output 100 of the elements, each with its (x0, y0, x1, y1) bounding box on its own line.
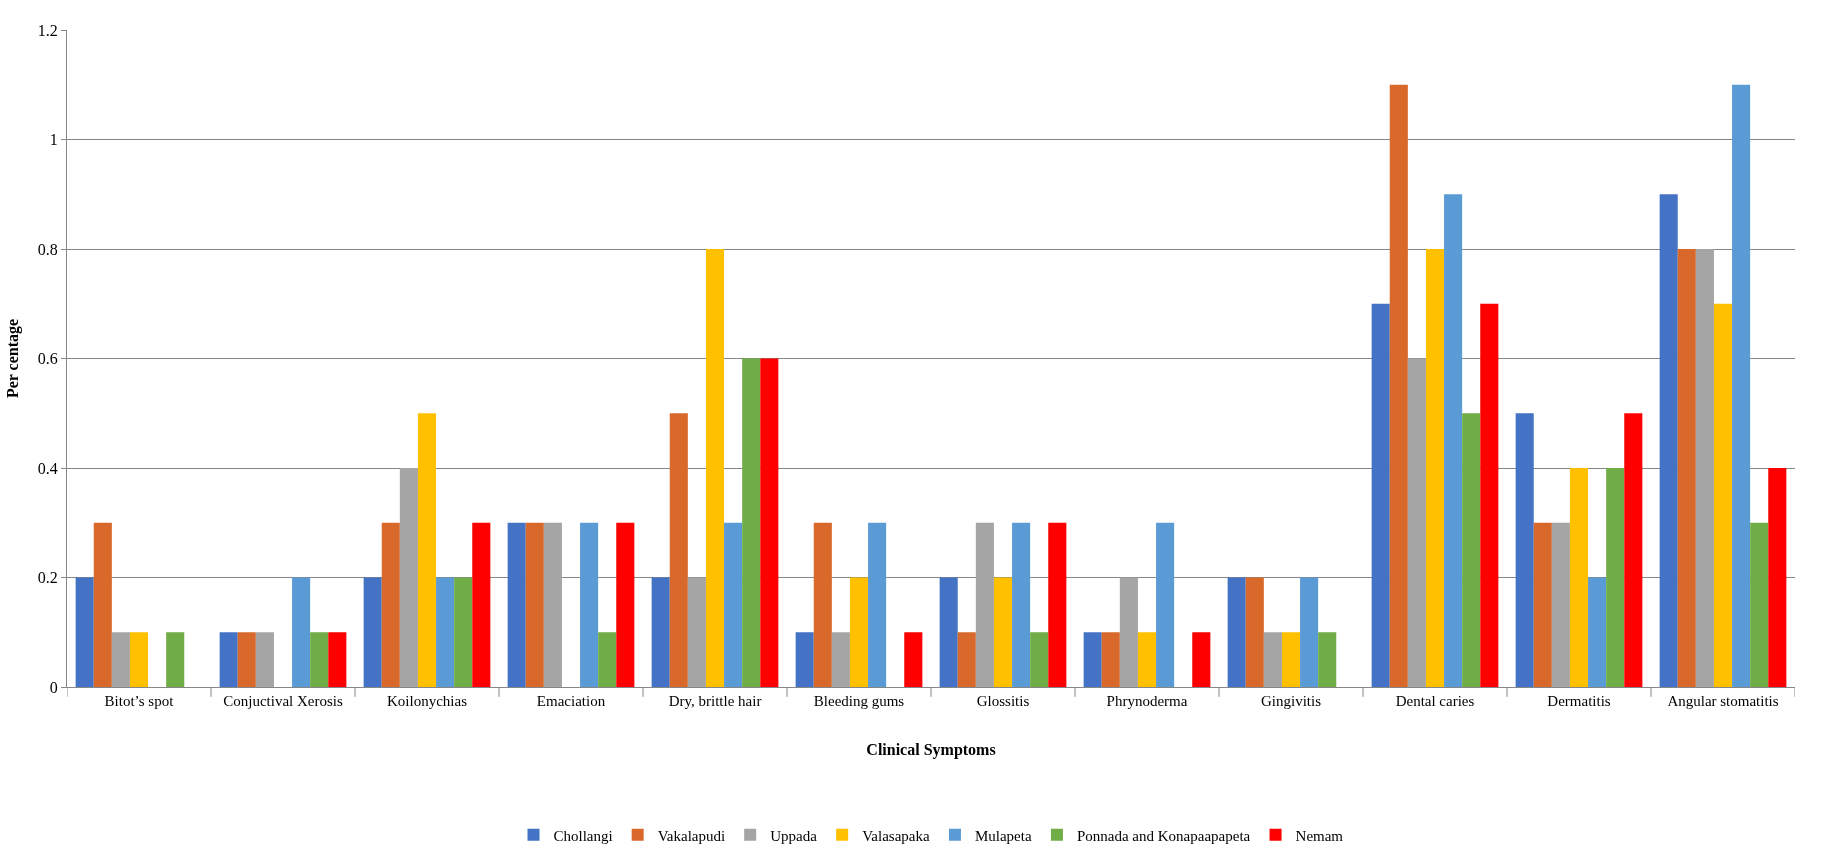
bar (436, 577, 455, 687)
bar (616, 522, 635, 687)
y-tick-label: 1 (49, 131, 58, 149)
bar (1624, 413, 1643, 687)
y-tick-label: 0.4 (37, 459, 58, 477)
bar (1119, 577, 1138, 687)
bar (472, 522, 491, 687)
legend-label: Valasapaka (862, 827, 930, 844)
bar (1480, 303, 1499, 687)
bar (993, 577, 1013, 687)
y-tick-label: 0.2 (37, 569, 58, 587)
bar (1389, 84, 1408, 687)
bar (1281, 632, 1301, 687)
x-tick-label: Bitot’s spot (104, 693, 175, 709)
bar (849, 577, 869, 687)
bar (1425, 249, 1445, 687)
bar (957, 632, 976, 687)
x-tick-label: Conjuctival Xerosis (223, 693, 343, 709)
bar (904, 632, 923, 687)
bar (1732, 84, 1751, 687)
bar (363, 577, 382, 687)
y-tick-label: 0.8 (37, 240, 58, 258)
bar (310, 632, 329, 687)
bar (687, 577, 706, 687)
bar (868, 522, 887, 687)
bar (1551, 522, 1570, 687)
legend-label: Ponnada and Konapaapapeta (1076, 827, 1251, 844)
bar (543, 522, 562, 687)
bar (381, 522, 400, 687)
legend-label: Vakalapudi (657, 827, 726, 844)
bar (129, 632, 149, 687)
bar (1659, 194, 1678, 687)
bar (93, 522, 112, 687)
bar (1137, 632, 1157, 687)
bar (525, 522, 544, 687)
y-tick-label: 0.6 (37, 350, 58, 368)
bar (1030, 632, 1049, 687)
x-tick-label: Dry, brittle hair (668, 693, 762, 709)
bar (1263, 632, 1282, 687)
x-tick-label: Gingivitis (1260, 693, 1322, 709)
bar (760, 358, 779, 687)
legend-label: Nemam (1295, 827, 1344, 844)
bar (939, 577, 958, 687)
bar (669, 413, 688, 687)
bar (580, 522, 599, 687)
bar (1569, 468, 1589, 687)
bar (328, 632, 347, 687)
bar (219, 632, 238, 687)
x-axis-title: Clinical Symptoms (866, 740, 996, 759)
y-tick-label: 1.2 (37, 21, 58, 39)
bar (255, 632, 274, 687)
bar (454, 577, 473, 687)
bar (651, 577, 670, 687)
bar (1750, 522, 1769, 687)
bar (742, 358, 761, 687)
bar (1768, 468, 1787, 687)
bar (1462, 413, 1481, 687)
bar (1101, 632, 1120, 687)
bar (1533, 522, 1552, 687)
bar (1444, 194, 1463, 687)
bar (795, 632, 814, 687)
x-tick-label: Phrynoderma (1106, 693, 1188, 709)
bar (831, 632, 850, 687)
bar (1192, 632, 1211, 687)
bar (1695, 249, 1714, 687)
bar (399, 468, 418, 687)
bar (1156, 522, 1175, 687)
bar (1048, 522, 1067, 687)
x-tick-label: Emaciation (536, 693, 606, 709)
bar (166, 632, 185, 687)
bar (1407, 358, 1426, 687)
bar (1227, 577, 1246, 687)
y-tick-label: 0 (49, 678, 58, 696)
bar (1677, 249, 1696, 687)
bar (1371, 303, 1390, 687)
bar (813, 522, 832, 687)
legend-label: Uppada (770, 827, 818, 844)
x-tick-label: Dermatitis (1547, 693, 1611, 709)
x-tick-label: Dental caries (1395, 693, 1475, 709)
legend-label: Chollangi (553, 827, 613, 844)
bar (1318, 632, 1337, 687)
bar (598, 632, 617, 687)
bar (1515, 413, 1534, 687)
bar (417, 413, 437, 687)
bar (705, 249, 725, 687)
y-axis-title: Per centage (3, 318, 22, 399)
x-tick-label: Koilonychias (387, 693, 468, 709)
bar (1713, 303, 1733, 687)
bar (292, 577, 311, 687)
bar (1245, 577, 1264, 687)
x-tick-label: Angular stomatitis (1667, 693, 1779, 709)
bar (1083, 632, 1102, 687)
bar (1300, 577, 1319, 687)
bar (975, 522, 994, 687)
bar (1588, 577, 1607, 687)
bar (1012, 522, 1031, 687)
bar (75, 577, 94, 687)
bar (237, 632, 256, 687)
x-tick-label: Glossitis (976, 693, 1030, 709)
x-tick-label: Bleeding gums (813, 693, 905, 709)
